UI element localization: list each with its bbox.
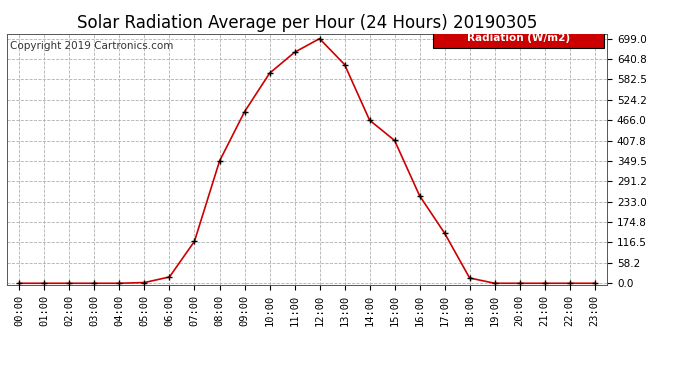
FancyBboxPatch shape xyxy=(433,29,604,48)
Title: Solar Radiation Average per Hour (24 Hours) 20190305: Solar Radiation Average per Hour (24 Hou… xyxy=(77,14,538,32)
Text: Copyright 2019 Cartronics.com: Copyright 2019 Cartronics.com xyxy=(10,41,173,51)
Text: Radiation (W/m2): Radiation (W/m2) xyxy=(467,33,570,43)
